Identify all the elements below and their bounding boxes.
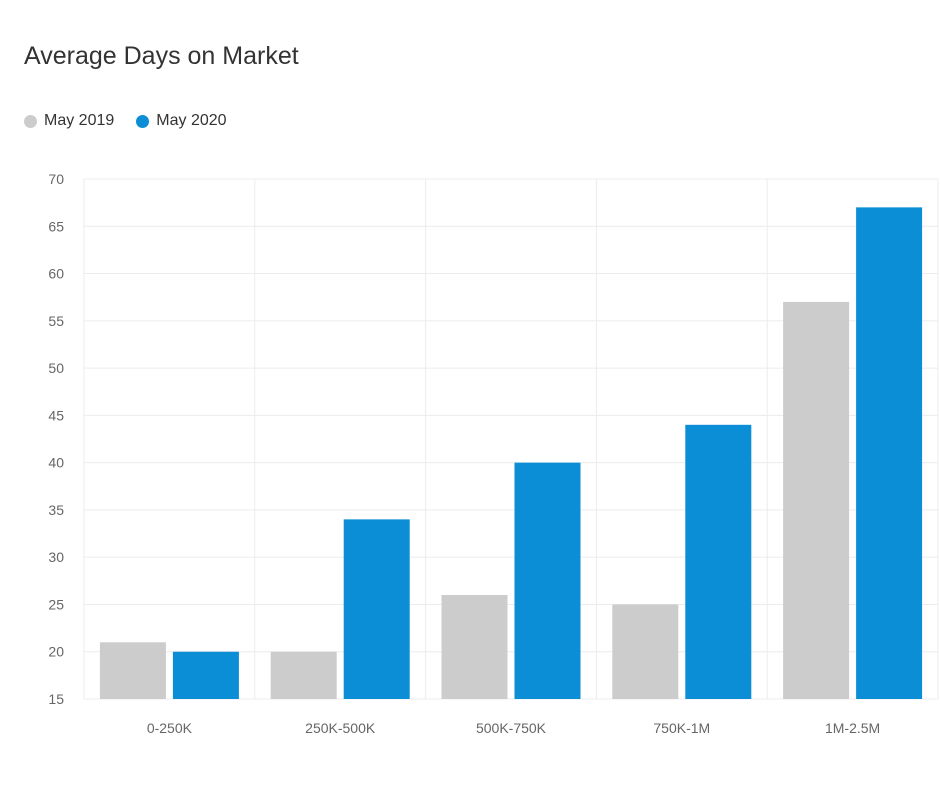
y-tick-label: 45 <box>48 407 64 423</box>
x-tick-label: 0-250K <box>147 720 193 736</box>
y-tick-label: 20 <box>48 644 64 660</box>
bar <box>441 595 508 699</box>
y-tick-label: 55 <box>48 313 64 329</box>
bar <box>514 462 581 699</box>
legend-marker-icon <box>136 114 150 128</box>
y-tick-label: 40 <box>48 455 64 471</box>
y-tick-label: 15 <box>48 691 64 707</box>
y-tick-label: 25 <box>48 596 64 612</box>
x-tick-label: 750K-1M <box>653 720 710 736</box>
y-tick-label: 65 <box>48 218 64 234</box>
bar <box>343 519 410 699</box>
y-tick-label: 30 <box>48 549 64 565</box>
bar <box>783 301 850 699</box>
legend-item-series-1[interactable]: May 2019 <box>24 112 114 130</box>
y-tick-label: 50 <box>48 360 64 376</box>
y-tick-label: 60 <box>48 266 64 282</box>
bar <box>99 642 166 699</box>
y-tick-label: 70 <box>48 171 64 187</box>
bar <box>685 424 752 699</box>
x-tick-label: 500K-750K <box>476 720 547 736</box>
legend-marker-icon <box>24 114 37 128</box>
legend-item-series-2[interactable]: May 2020 <box>136 112 227 130</box>
bar <box>172 651 239 699</box>
bar <box>270 651 337 699</box>
legend-label: May 2019 <box>44 112 115 129</box>
x-tick-label: 1M-2.5M <box>825 720 880 736</box>
legend-label: May 2020 <box>156 112 227 129</box>
y-tick-label: 35 <box>48 502 64 518</box>
legend: May 2019 May 2020 <box>24 112 227 130</box>
bar <box>612 604 679 699</box>
bar <box>856 207 923 699</box>
chart-title: Average Days on Market <box>24 42 299 70</box>
x-tick-label: 250K-500K <box>305 720 376 736</box>
